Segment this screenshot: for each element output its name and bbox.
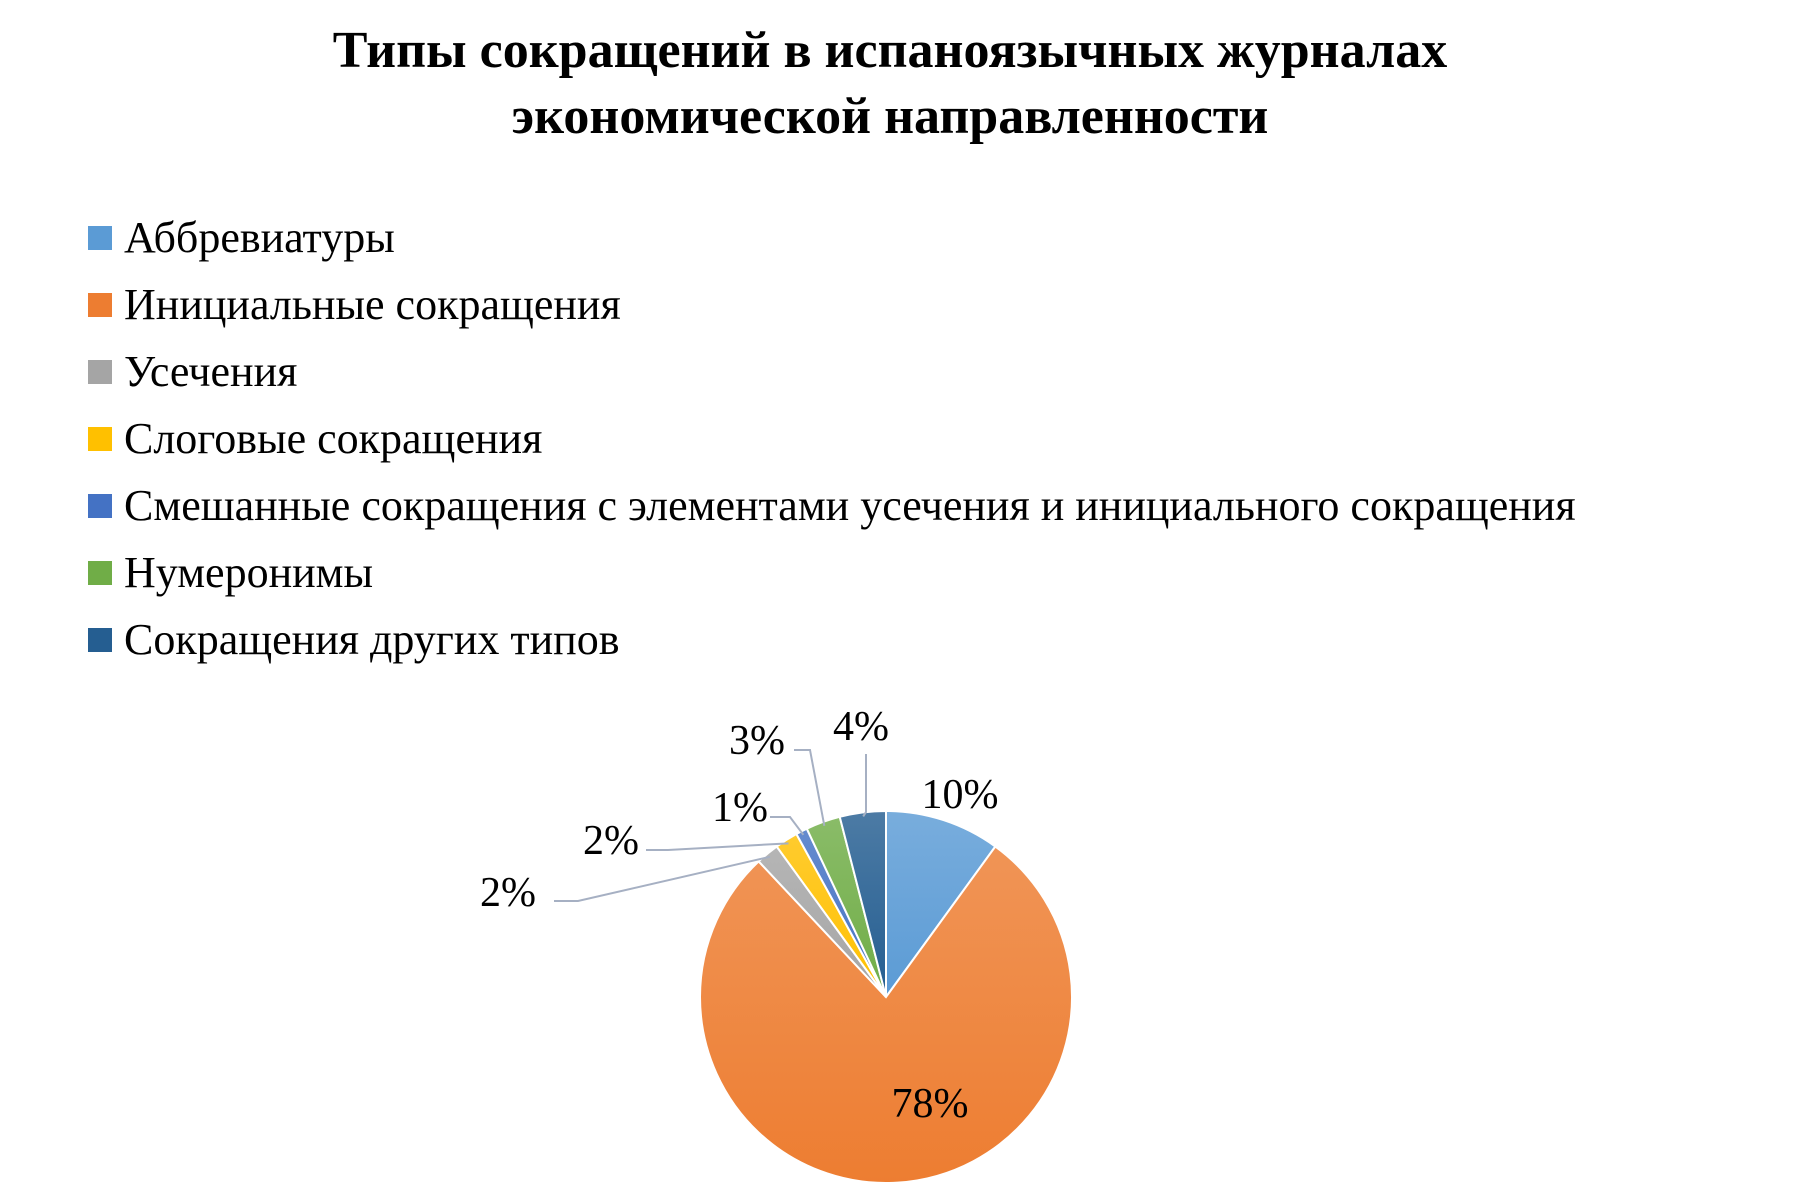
leader-line-other-types [862, 754, 867, 817]
legend-item-initial-abbreviations: Инициальные сокращения [88, 271, 1576, 338]
legend: Аббревиатуры Инициальные сокращения Усеч… [88, 204, 1576, 673]
legend-label: Нумеронимы [124, 548, 374, 597]
data-label-initial-abbreviations: 78% [892, 1081, 969, 1127]
leader-line-truncations [554, 855, 771, 902]
legend-item-abbreviations: Аббревиатуры [88, 204, 1576, 271]
pie-slice-abbreviations [885, 809, 997, 1001]
legend-item-numeronyms: Нумеронимы [88, 539, 1576, 606]
chart-title-line-1: Типы сокращений в испаноязычных журналах [332, 22, 1448, 79]
legend-label: Слоговые сокращения [124, 414, 543, 463]
pie-slice-other-types [838, 809, 887, 998]
legend-item-other-types: Сокращения других типов [88, 606, 1576, 673]
legend-label: Смешанные сокращения с элементами усечен… [124, 481, 1576, 530]
data-label-truncations: 2% [480, 870, 536, 916]
leader-line-syllabic-abbreviations [646, 842, 789, 851]
legend-swatch [88, 560, 112, 585]
leader-line-numeronyms [794, 749, 826, 826]
leader-line-mixed-abbreviations [770, 816, 805, 836]
legend-label: Аббревиатуры [124, 213, 395, 262]
legend-item-syllabic-abbreviations: Слоговые сокращения [88, 405, 1576, 472]
legend-swatch [88, 493, 112, 518]
data-label-mixed-abbreviations: 1% [712, 785, 768, 831]
data-label-other-types: 4% [833, 704, 889, 750]
legend-swatch [88, 225, 112, 250]
legend-swatch [88, 292, 112, 317]
data-label-syllabic-abbreviations: 2% [583, 818, 639, 864]
legend-label: Сокращения других типов [124, 615, 620, 664]
legend-swatch [88, 426, 112, 451]
legend-swatch [88, 359, 112, 384]
legend-swatch [88, 627, 112, 652]
legend-item-mixed-abbreviations: Смешанные сокращения с элементами усечен… [88, 472, 1576, 539]
data-label-abbreviations: 10% [922, 772, 999, 818]
data-label-numeronyms: 3% [729, 718, 785, 764]
chart-title: Типы сокращений в испаноязычных журналах… [0, 18, 1780, 150]
legend-label: Инициальные сокращения [124, 280, 621, 329]
legend-item-truncations: Усечения [88, 338, 1576, 405]
chart-title-line-2: экономической направленности [511, 88, 1269, 145]
legend-label: Усечения [124, 347, 298, 396]
